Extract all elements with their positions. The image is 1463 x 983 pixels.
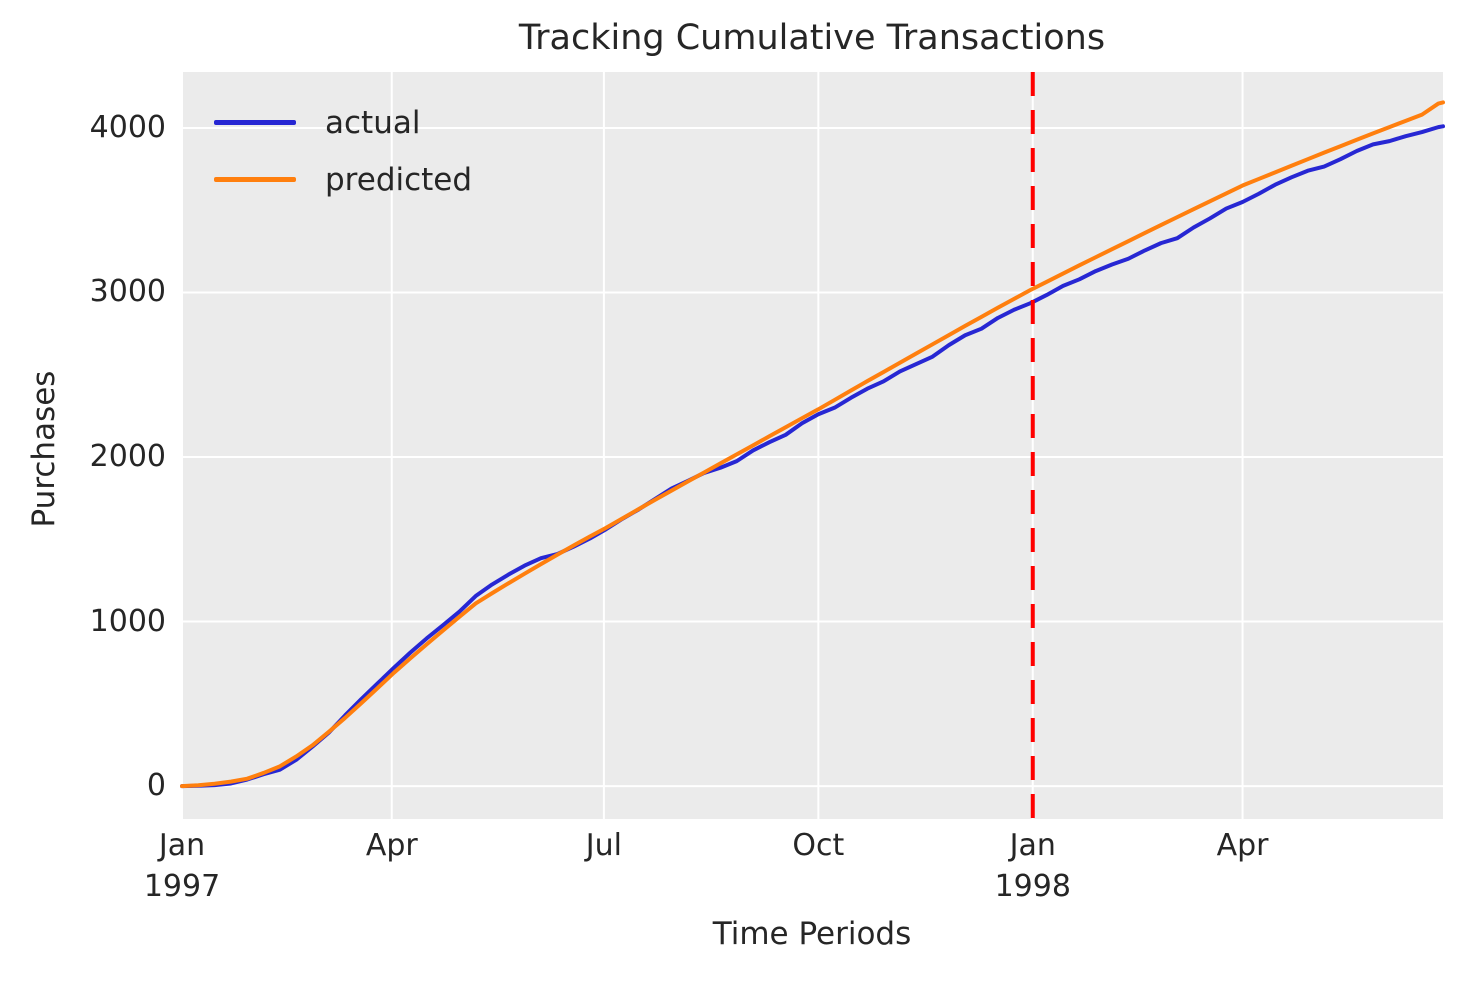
x-tick-label: Apr bbox=[1163, 826, 1323, 866]
x-tick-label: Jul bbox=[524, 826, 684, 866]
x-tick-label: Jan 1998 bbox=[953, 826, 1113, 908]
legend: actual predicted bbox=[214, 94, 472, 208]
x-tick-month: Oct bbox=[792, 828, 845, 863]
x-tick-month: Jul bbox=[585, 828, 622, 863]
x-tick-month: Jan bbox=[158, 828, 206, 863]
legend-label-actual: actual bbox=[325, 104, 421, 141]
y-tick-label: 4000 bbox=[89, 109, 166, 145]
legend-line-actual bbox=[214, 120, 296, 125]
x-tick-label: Apr bbox=[312, 826, 472, 866]
x-tick-month: Jan bbox=[1009, 828, 1056, 863]
y-tick-label: 0 bbox=[146, 768, 166, 804]
x-tick-month: Apr bbox=[365, 828, 418, 863]
y-tick-label: 3000 bbox=[89, 274, 166, 310]
x-axis-label: Time Periods bbox=[712, 916, 912, 952]
x-tick-year: 1998 bbox=[994, 869, 1071, 904]
legend-line-predicted bbox=[214, 177, 296, 182]
x-tick-label: Jan 1997 bbox=[102, 826, 262, 908]
legend-entry-actual: actual bbox=[214, 94, 472, 151]
x-tick-label: Oct bbox=[738, 826, 898, 866]
x-tick-year: 1997 bbox=[143, 869, 221, 904]
legend-entry-predicted: predicted bbox=[214, 151, 472, 208]
series-predicted-line bbox=[180, 100, 1445, 789]
legend-label-predicted: predicted bbox=[325, 161, 473, 198]
series-actual-line bbox=[180, 124, 1445, 789]
chart-title: Tracking Cumulative Transactions bbox=[518, 18, 1106, 58]
x-tick-month: Apr bbox=[1216, 828, 1269, 863]
y-tick-label: 2000 bbox=[89, 439, 166, 475]
y-tick-label: 1000 bbox=[89, 603, 166, 639]
